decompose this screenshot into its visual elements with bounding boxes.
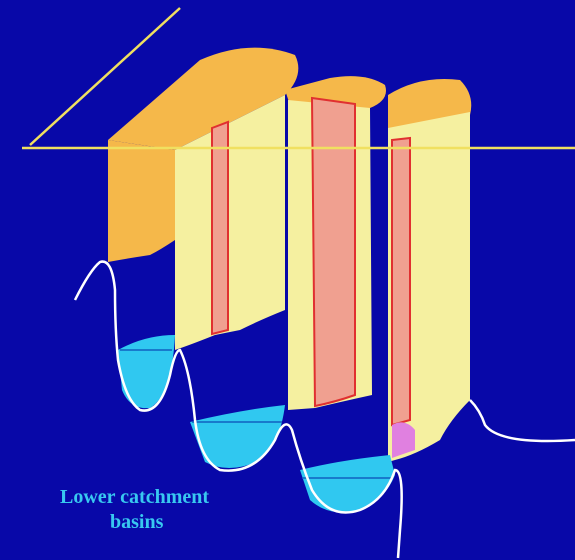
basin — [118, 335, 175, 409]
label: basins — [110, 511, 164, 533]
label: Lower catchment — [60, 486, 209, 508]
slab-side — [108, 140, 175, 262]
slab-face — [175, 95, 285, 350]
basin — [300, 455, 395, 513]
slab-strip — [310, 96, 356, 408]
slab-strip — [211, 120, 229, 336]
basin — [190, 405, 285, 469]
slab-strip — [392, 422, 415, 458]
slab-strip — [391, 136, 411, 427]
plane-edge — [29, 7, 181, 146]
terrain — [73, 260, 403, 559]
slab-top — [108, 47, 299, 150]
terrain — [469, 399, 575, 443]
